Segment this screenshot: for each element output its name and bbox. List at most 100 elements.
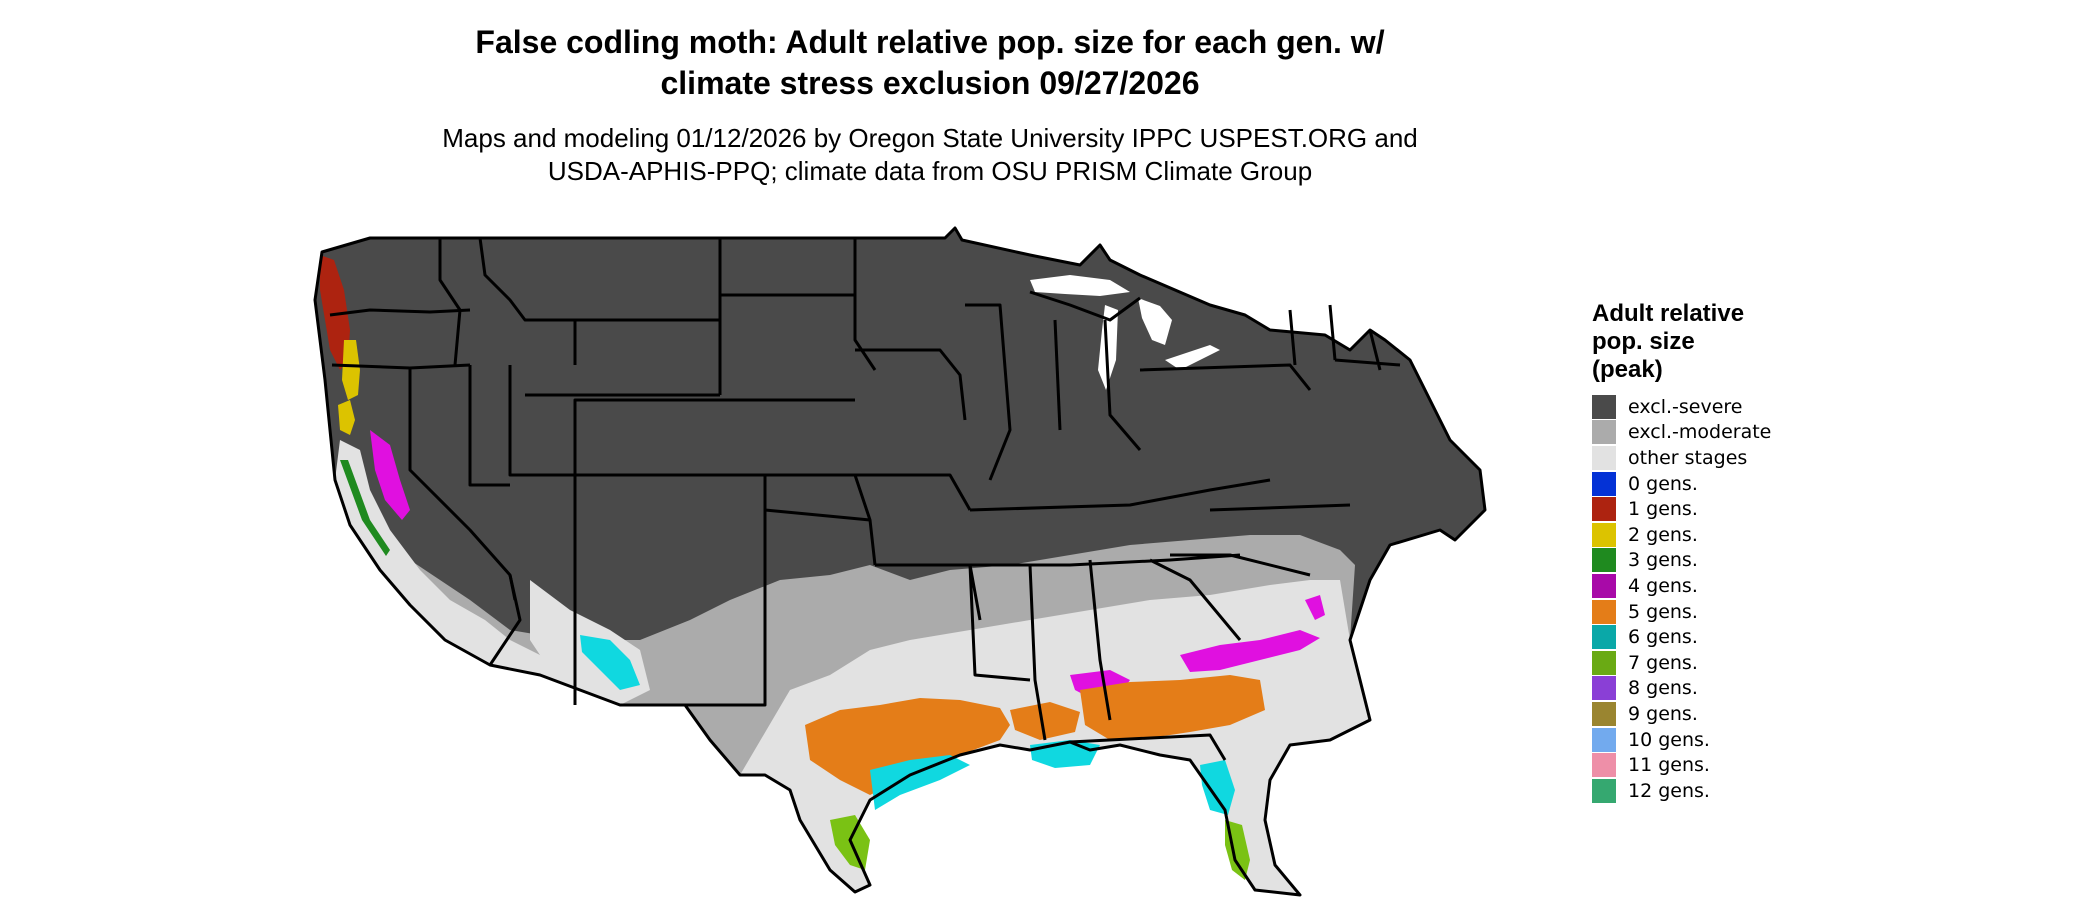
legend-label: 8 gens. <box>1628 677 1698 700</box>
gen1-pnw-coast <box>320 255 350 370</box>
border-mn-wi <box>853 238 877 371</box>
legend-item: 9 gens. <box>1592 701 1771 727</box>
legend-items: excl.-severe excl.-moderate other stages 0 … <box>1592 394 1771 804</box>
legend-swatch <box>1592 701 1616 726</box>
legend-item: 11 gens. <box>1592 752 1771 778</box>
border-il-in <box>965 303 1012 481</box>
legend-label: 11 gens. <box>1628 754 1710 777</box>
state-borders <box>313 226 1487 897</box>
map-subtitle: Maps and modeling 01/12/2026 by Oregon S… <box>330 122 1530 188</box>
legend-item: 8 gens. <box>1592 676 1771 702</box>
legend-swatch <box>1592 548 1616 573</box>
border-ga-fl <box>1069 733 1227 761</box>
legend-label: 10 gens. <box>1628 728 1710 751</box>
legend-label: 3 gens. <box>1628 549 1698 572</box>
us-map <box>313 226 1487 897</box>
map-title: False codling moth: Adult relative pop. … <box>330 22 1530 104</box>
legend-label: 7 gens. <box>1628 651 1698 674</box>
border-ms-al <box>1028 564 1047 741</box>
legend-swatch <box>1592 394 1616 419</box>
gen6-gulf-coast-texas <box>870 755 970 810</box>
legend-item: 10 gens. <box>1592 727 1771 753</box>
legend-swatch <box>1592 420 1616 445</box>
gen5-southeast <box>1080 675 1265 740</box>
border-new-england <box>1288 304 1401 371</box>
legend-swatch <box>1592 573 1616 598</box>
legend-swatch <box>1592 445 1616 470</box>
border-oh-pa <box>1103 319 1142 451</box>
border-ia-mo <box>855 348 967 421</box>
legend-item: 0 gens. <box>1592 471 1771 497</box>
gen3-coastal <box>340 460 390 556</box>
gen2-california-coast <box>338 400 355 435</box>
legend-label: 12 gens. <box>1628 779 1710 802</box>
border-ga-sc <box>1149 558 1242 641</box>
legend-title: Adult relative pop. size (peak) <box>1592 300 1771 384</box>
legend-swatch <box>1592 727 1616 752</box>
legend-swatch <box>1592 625 1616 650</box>
legend-item: excl.-moderate <box>1592 420 1771 446</box>
gen4-carolinas <box>1180 630 1320 672</box>
legend-label: 5 gens. <box>1628 600 1698 623</box>
legend-swatch <box>1592 778 1616 803</box>
map-subtitle-line-1: Maps and modeling 01/12/2026 by Oregon S… <box>442 123 1418 153</box>
border-ky-tn <box>969 478 1271 512</box>
legend-swatch <box>1592 599 1616 624</box>
map-subtitle-line-2: USDA-APHIS-PPQ; climate data from OSU PR… <box>547 156 1313 186</box>
gen5-louisiana-arkansas <box>1010 702 1080 740</box>
border-tn-ms-al <box>970 553 1241 567</box>
legend-item: 6 gens. <box>1592 624 1771 650</box>
legend-swatch <box>1592 471 1616 496</box>
gen4-central-valley <box>370 430 410 520</box>
border-az-ca <box>488 574 522 666</box>
legend-item: excl.-severe <box>1592 394 1771 420</box>
legend-label: 9 gens. <box>1628 702 1698 725</box>
lake-huron <box>1138 298 1172 345</box>
lake-michigan <box>1098 305 1118 390</box>
gen6-arizona <box>580 635 640 690</box>
gen5-texas <box>805 698 1010 795</box>
legend: Adult relative pop. size (peak) excl.-se… <box>1592 300 1771 804</box>
border-va-nc <box>1209 503 1351 512</box>
us-outline <box>313 226 1487 897</box>
border-ks-ok <box>635 473 877 566</box>
lake-superior <box>1030 275 1130 296</box>
gen4-virginia-coast <box>1305 595 1325 620</box>
border-la-ms <box>968 564 1031 682</box>
legend-swatch <box>1592 522 1616 547</box>
legend-label: excl.-severe <box>1628 395 1743 418</box>
legend-item: 2 gens. <box>1592 522 1771 548</box>
legend-label: 1 gens. <box>1628 498 1698 521</box>
legend-item: 4 gens. <box>1592 573 1771 599</box>
legend-label: 4 gens. <box>1628 574 1698 597</box>
border-wa-or <box>329 308 471 317</box>
legend-title-line-3: (peak) <box>1592 356 1663 383</box>
legend-label: 6 gens. <box>1628 626 1698 649</box>
legend-item: other stages <box>1592 445 1771 471</box>
map-title-line-2: climate stress exclusion 09/27/2026 <box>660 65 1200 101</box>
legend-title-line-1: Adult relative <box>1592 300 1745 327</box>
border-nm-tx <box>685 475 767 707</box>
border-mo-ar <box>855 473 972 511</box>
legend-label: 0 gens. <box>1628 472 1698 495</box>
legend-swatch <box>1592 676 1616 701</box>
legend-swatch <box>1592 650 1616 675</box>
legend-label: 2 gens. <box>1628 523 1698 546</box>
legend-item: 3 gens. <box>1592 548 1771 574</box>
gen6-florida <box>1200 760 1235 815</box>
border-in-oh <box>1053 319 1062 431</box>
border-nc-sc <box>1170 553 1311 577</box>
legend-title-line-2: pop. size <box>1592 328 1695 355</box>
legend-item: 12 gens. <box>1592 778 1771 804</box>
legend-item: 1 gens. <box>1592 496 1771 522</box>
border-mi-peninsula <box>1029 290 1141 322</box>
legend-label: other stages <box>1628 446 1748 469</box>
legend-label: excl.-moderate <box>1628 421 1772 444</box>
map-title-line-1: False codling moth: Adult relative pop. … <box>475 24 1385 60</box>
border-nv-ut <box>468 365 510 487</box>
border-idaho-west <box>438 238 462 366</box>
legend-swatch <box>1592 497 1616 522</box>
legend-swatch <box>1592 753 1616 778</box>
border-ok-tx <box>764 508 871 522</box>
border-idaho-east <box>478 237 577 365</box>
